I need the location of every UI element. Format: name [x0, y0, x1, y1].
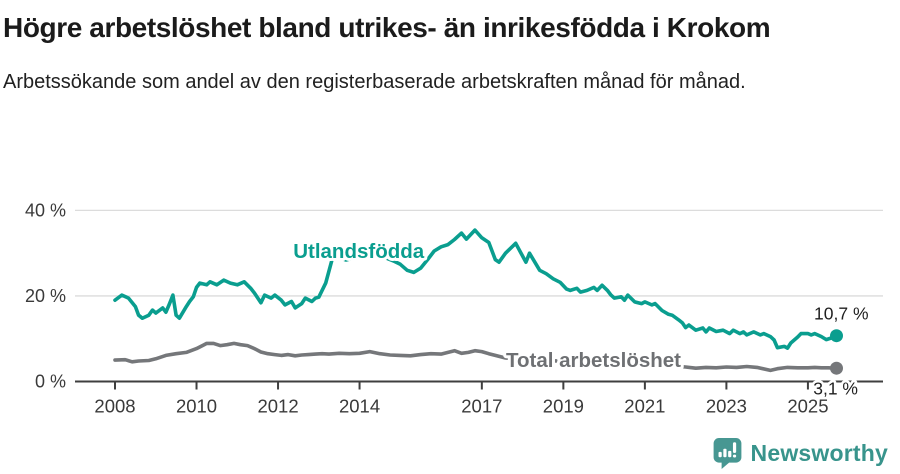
chart-title: Högre arbetslöshet bland utrikes- än inr…	[3, 12, 771, 43]
y-axis-tick-label: 0 %	[35, 372, 66, 392]
series-end-dot-total	[830, 361, 843, 375]
x-axis-tick-label: 2021	[624, 396, 665, 417]
chart-subtitle: Arbetssökande som andel av den registerb…	[3, 71, 746, 93]
series-line-total	[113, 341, 839, 373]
x-axis-tick-label: 2023	[706, 396, 747, 417]
brand-footer: Newsworthy	[712, 438, 888, 469]
x-axis-tick-label: 2012	[257, 396, 298, 417]
x-axis-tick-label: 2019	[543, 396, 584, 417]
y-axis-tick-label: 40 %	[25, 200, 66, 220]
brand-name: Newsworthy	[750, 440, 888, 466]
series-end-dot-utlandsfodda	[830, 329, 843, 343]
series-label-total: Total arbetslöshet	[506, 349, 681, 372]
x-axis-tick-label: 2010	[176, 396, 217, 417]
y-axis-tick-label: 20 %	[25, 286, 66, 306]
x-axis-tick-label: 2017	[461, 396, 502, 417]
value-label-total: 3,1 %	[813, 378, 858, 398]
newsworthy-logo-icon	[713, 438, 741, 469]
value-label-utlandsfodda: 10,7 %	[814, 304, 868, 324]
series-label-utlandsfodda: Utlandsfödda	[293, 240, 425, 263]
x-axis-tick-label: 2008	[94, 396, 135, 417]
x-axis-tick-label: 2025	[787, 396, 828, 417]
x-axis-tick-label: 2014	[339, 396, 380, 417]
series-line-utlandsfodda	[113, 228, 839, 350]
